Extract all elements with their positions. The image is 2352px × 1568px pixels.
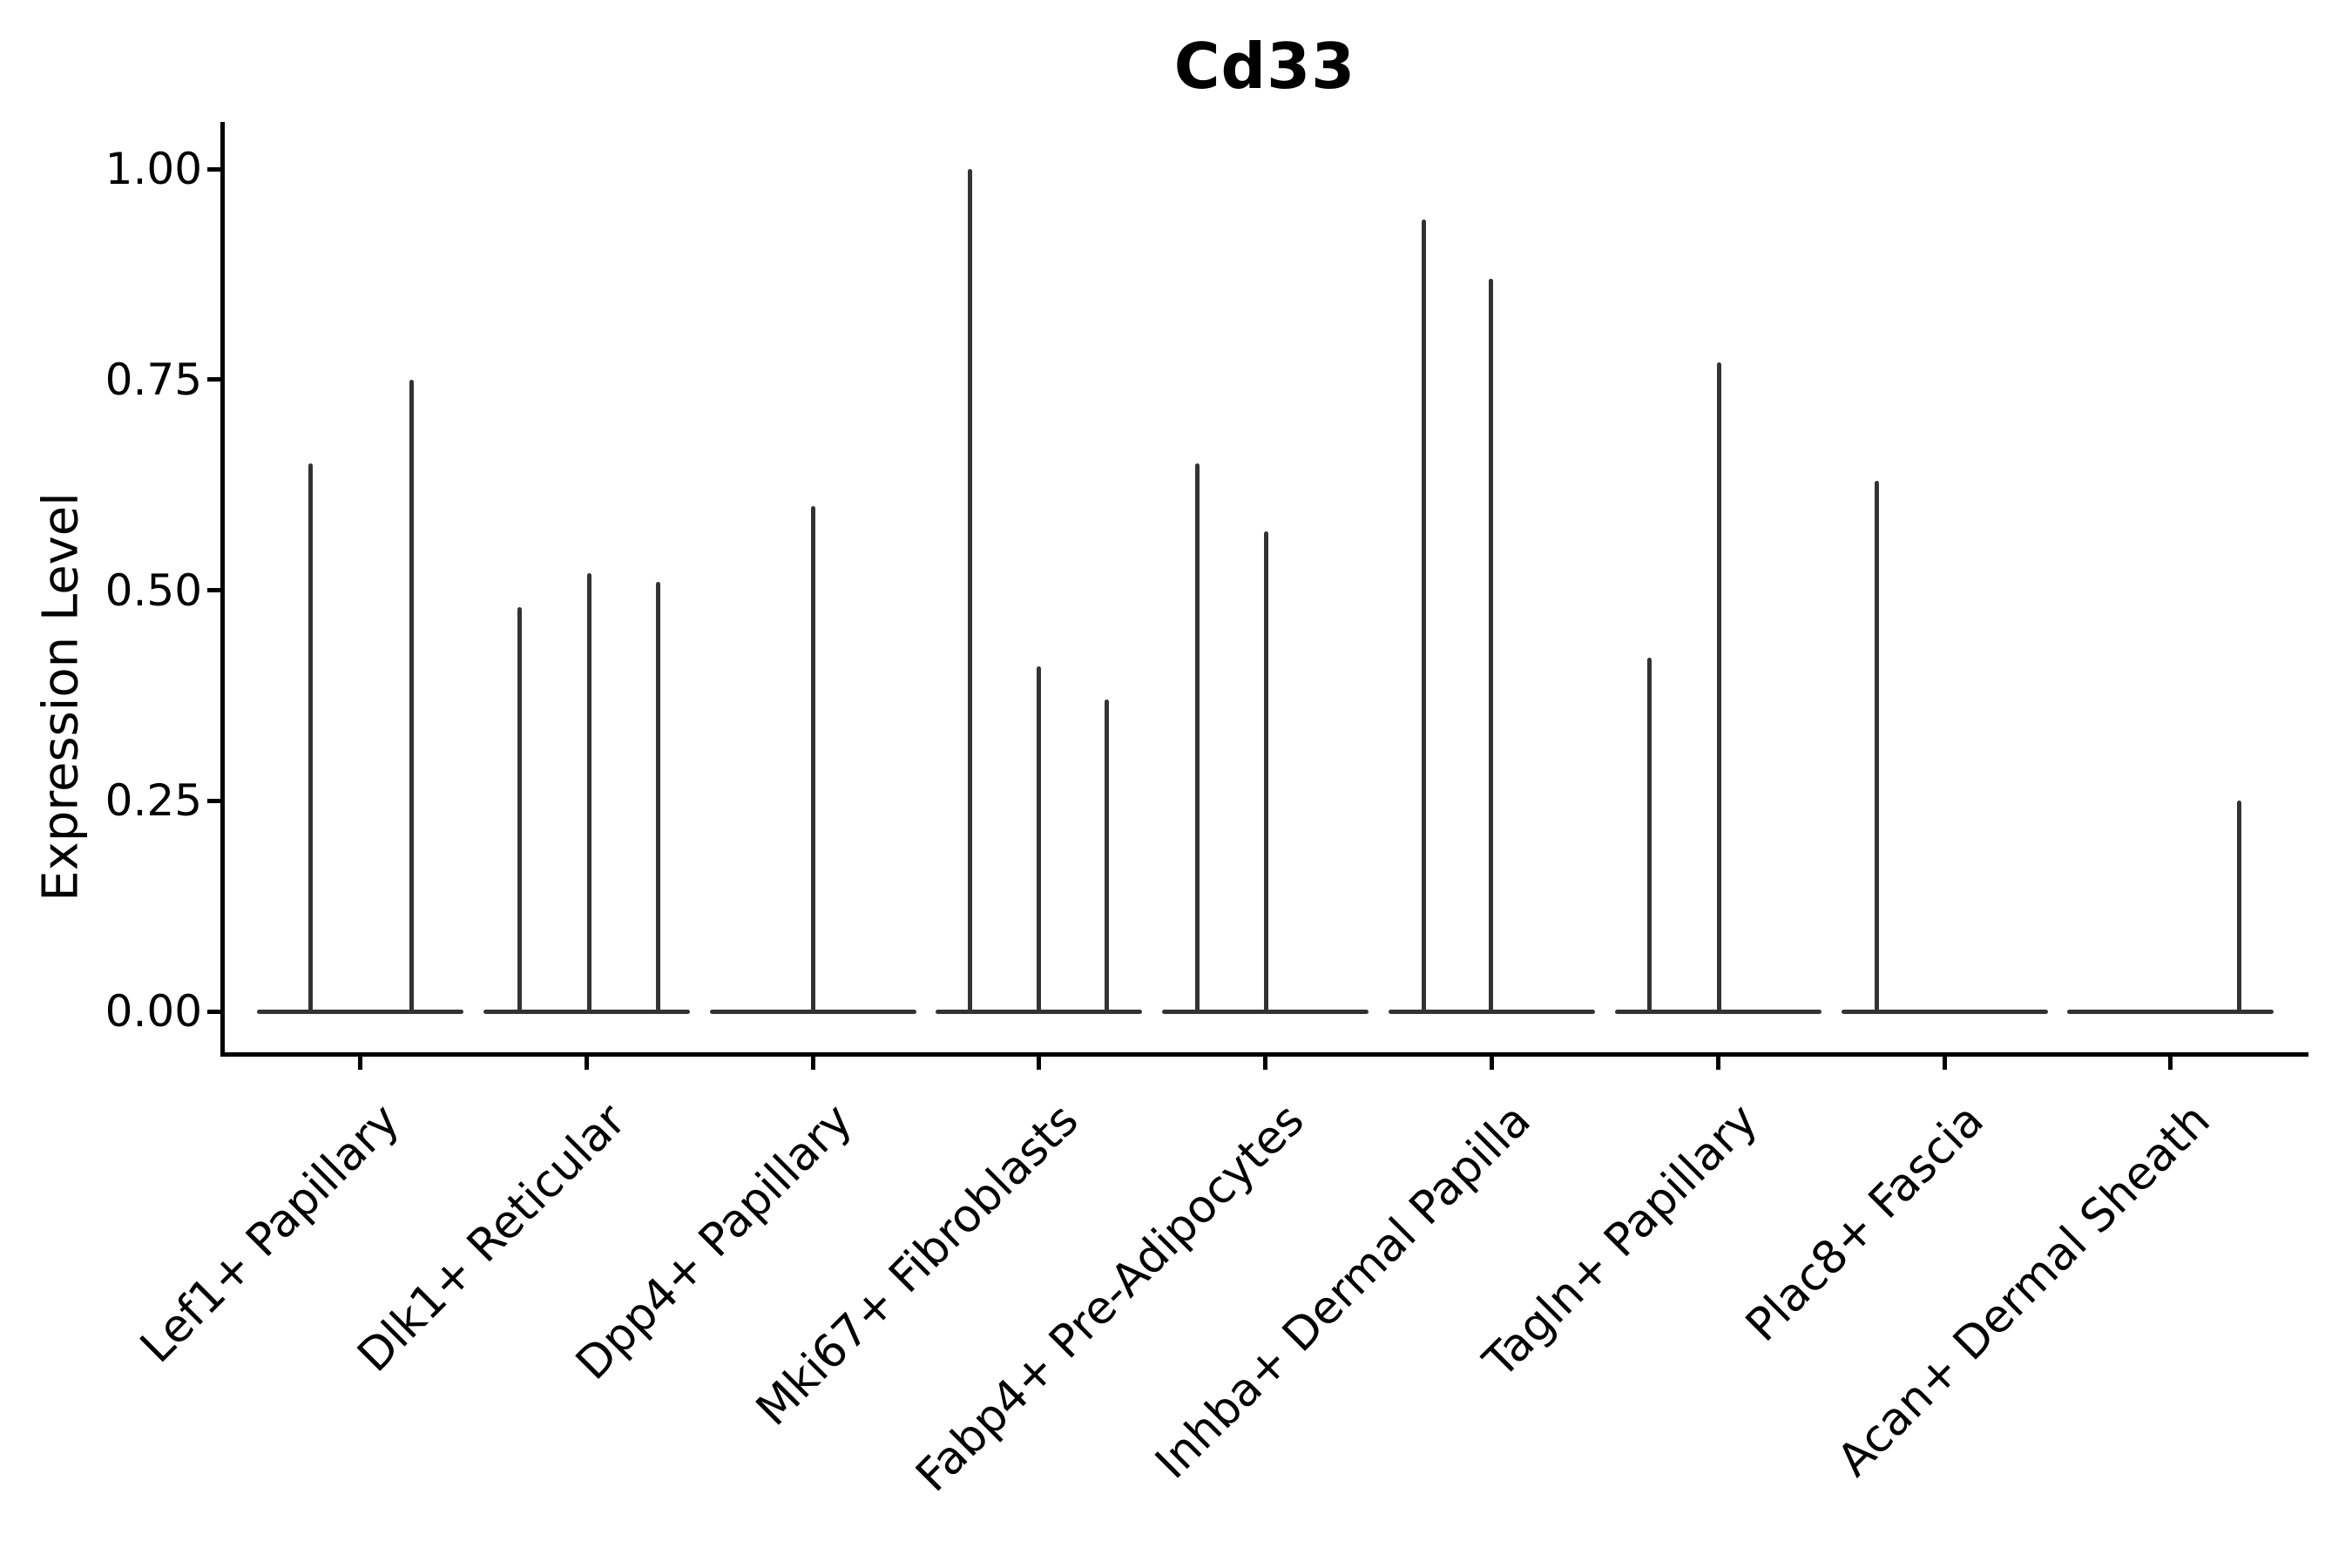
y-axis-label: Expression Level (32, 492, 90, 902)
violin-spike (1264, 531, 1269, 1014)
violin-base (2067, 1009, 2274, 1014)
violin-base (1841, 1009, 2048, 1014)
violin-base (257, 1009, 463, 1014)
violin-spike (1874, 480, 1879, 1014)
violin-spike (1646, 657, 1652, 1014)
chart-title: Cd33 (1173, 30, 1356, 103)
y-tick-mark (206, 377, 220, 382)
y-tick-label: 0.00 (105, 986, 202, 1037)
violin-spike (1489, 278, 1493, 1014)
x-tick-label: Plac8+ Fascia (1735, 1094, 1994, 1352)
x-tick-label: Acan+ Dermal Sheath (1827, 1094, 2220, 1487)
x-tick-mark (810, 1057, 815, 1070)
x-tick-label: Inhba+ Dermal Papilla (1146, 1094, 1541, 1490)
y-tick-mark (206, 588, 220, 592)
violin-spike (1105, 700, 1110, 1014)
violin-spike (308, 463, 313, 1014)
violin-spike (1716, 362, 1721, 1014)
x-tick-mark (1715, 1057, 1720, 1070)
violin-spike (586, 573, 591, 1014)
y-tick-mark (206, 798, 220, 803)
y-tick-label: 0.75 (105, 354, 202, 405)
violin-spike (1037, 666, 1042, 1014)
violin-spike (968, 169, 973, 1014)
x-tick-label: Fabp4+ Pre-Adipocytes (906, 1094, 1315, 1503)
y-tick-label: 0.50 (105, 564, 202, 616)
y-axis-spine (220, 122, 225, 1057)
x-tick-mark (358, 1057, 362, 1070)
x-tick-mark (1263, 1057, 1268, 1070)
violin-spike (1422, 220, 1426, 1014)
violin-base (483, 1009, 690, 1014)
x-tick-mark (584, 1057, 589, 1070)
y-tick-label: 0.25 (105, 775, 202, 827)
violin-spike (409, 379, 414, 1014)
violin-spike (655, 581, 660, 1014)
x-tick-mark (1490, 1057, 1494, 1070)
violin-spike (2237, 801, 2242, 1014)
x-tick-mark (1942, 1057, 1947, 1070)
violin-spike (810, 505, 815, 1014)
violin-spike (517, 606, 522, 1014)
y-tick-label: 1.00 (105, 144, 202, 194)
y-tick-mark (206, 1009, 220, 1014)
y-tick-mark (206, 166, 220, 172)
x-axis-spine (220, 1052, 2308, 1057)
violin-spike (1195, 463, 1200, 1014)
x-tick-mark (2168, 1057, 2173, 1070)
x-tick-mark (1037, 1057, 1042, 1070)
